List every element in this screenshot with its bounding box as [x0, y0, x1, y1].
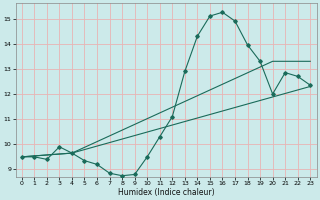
- X-axis label: Humidex (Indice chaleur): Humidex (Indice chaleur): [118, 188, 214, 197]
